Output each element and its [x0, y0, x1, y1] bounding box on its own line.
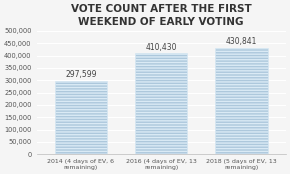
Text: 430,841: 430,841: [226, 37, 257, 46]
Title: VOTE COUNT AFTER THE FIRST
WEEKEND OF EARLY VOTING: VOTE COUNT AFTER THE FIRST WEEKEND OF EA…: [71, 4, 251, 27]
Bar: [215, 48, 268, 154]
Bar: [135, 53, 187, 154]
Text: 410,430: 410,430: [145, 42, 177, 52]
Bar: [55, 81, 107, 154]
Text: 297,599: 297,599: [65, 70, 97, 79]
